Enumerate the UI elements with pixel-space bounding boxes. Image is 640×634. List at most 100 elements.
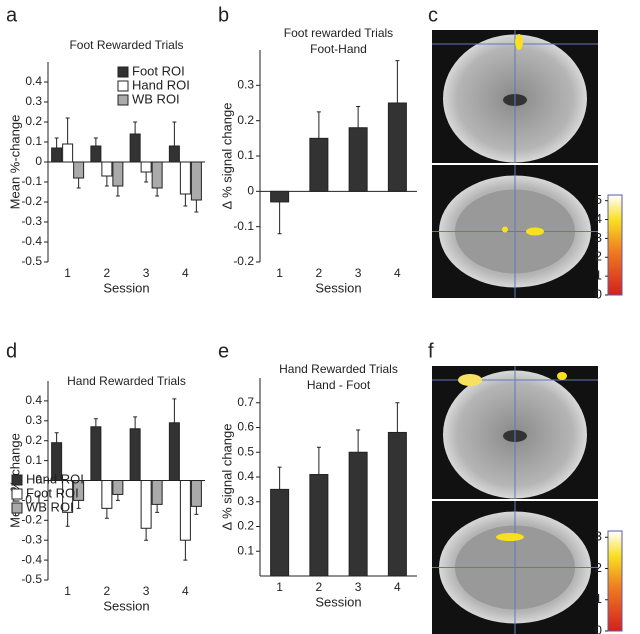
activation (526, 227, 544, 236)
error-bar (65, 117, 70, 144)
bar (62, 143, 74, 163)
error-bar (183, 194, 188, 207)
error-bar (316, 446, 321, 475)
activation (458, 374, 482, 386)
y-tick-label: -0.1 (21, 493, 42, 507)
y-tick-label: 0.1 (237, 148, 254, 162)
legend-label: Foot ROI (132, 63, 185, 78)
legend-swatch (11, 502, 23, 514)
chart-title: Foot Rewarded Trials (69, 38, 183, 52)
error-bar (65, 512, 70, 527)
legend-label: Hand ROI (132, 77, 190, 92)
legend-swatch (117, 80, 129, 92)
y-tick-label: 0 (35, 473, 42, 487)
y-tick-label: -0.1 (233, 219, 254, 233)
bar (309, 474, 329, 577)
y-tick-label: 0.2 (25, 114, 42, 128)
colorbar-tick-label: 3 (595, 529, 602, 544)
error-bar (144, 172, 149, 183)
y-tick-label: 0.7 (237, 395, 254, 409)
activation (557, 372, 567, 380)
bar (348, 451, 368, 577)
legend-swatch (11, 488, 23, 500)
bar (190, 480, 202, 507)
error-bar (395, 402, 400, 433)
y-tick-label: 0 (247, 184, 254, 198)
activation (496, 533, 524, 541)
bar (151, 480, 163, 505)
error-bar (93, 418, 98, 427)
error-bar (155, 188, 160, 197)
x-axis-label: Session (103, 280, 149, 295)
colorbar-tick-label: 0 (595, 286, 602, 301)
legend-label: Hand ROI (26, 471, 84, 486)
x-tick-label: 4 (182, 584, 189, 598)
legend-swatch (117, 94, 129, 106)
error-bar (115, 186, 120, 197)
bar (168, 422, 180, 482)
colorbar-tick-label: 3 (595, 230, 602, 245)
y-tick-label: -0.4 (21, 234, 42, 248)
y-axis-label: Δ % signal change (219, 103, 234, 210)
bar (90, 145, 102, 163)
colorbar-tick-label: 2 (595, 249, 602, 264)
error-bar (115, 494, 120, 501)
bar (270, 488, 290, 577)
error-bar (133, 416, 138, 429)
x-tick-label: 2 (316, 266, 323, 280)
y-tick-label: 0.4 (25, 74, 42, 88)
bar (73, 161, 85, 179)
panel-letter: d (6, 340, 17, 362)
legend-label: Foot ROI (26, 485, 79, 500)
error-bar (76, 500, 81, 509)
colorbar-tick-label: 1 (595, 268, 602, 283)
error-bar (93, 137, 98, 146)
error-bar (172, 121, 177, 146)
bar (101, 480, 113, 509)
error-bar (395, 60, 400, 103)
x-tick-label: 3 (355, 266, 362, 280)
legend-swatch (11, 474, 23, 486)
panel-letter: e (218, 340, 229, 362)
x-tick-label: 2 (104, 584, 111, 598)
colorbar (607, 530, 623, 632)
error-bar (144, 528, 149, 541)
panel-letter: c (428, 4, 438, 26)
colorbar-tick-label: 2 (595, 560, 602, 575)
y-tick-label: -0.5 (21, 572, 42, 586)
bar (387, 431, 407, 577)
bar (151, 161, 163, 189)
x-axis-label: Session (103, 598, 149, 613)
bar (129, 428, 141, 482)
y-tick-label: -0.2 (21, 194, 42, 208)
y-tick-label: -0.4 (21, 552, 42, 566)
x-axis-label: Session (315, 594, 361, 609)
error-bar (133, 121, 138, 134)
colorbar-tick-label: 5 (595, 192, 602, 207)
error-bar (194, 506, 199, 515)
y-tick-label: 0.1 (25, 453, 42, 467)
error-bar (104, 176, 109, 187)
panel-letter: b (218, 4, 229, 26)
x-tick-label: 4 (394, 266, 401, 280)
error-bar (183, 540, 188, 561)
bar (51, 147, 63, 163)
y-tick-label: 0.4 (237, 469, 254, 483)
x-tick-label: 1 (276, 580, 283, 594)
colorbar-tick-label: 1 (595, 591, 602, 606)
bar (101, 161, 113, 177)
error-bar (194, 200, 199, 213)
y-tick-label: 0.3 (237, 494, 254, 508)
bar (179, 161, 191, 195)
y-tick-label: 0.2 (25, 433, 42, 447)
bar (270, 190, 290, 203)
chart-title: Hand Rewarded Trials (279, 362, 398, 376)
x-tick-label: 1 (64, 266, 71, 280)
error-bar (54, 432, 59, 443)
chart-subtitle: Foot-Hand (310, 42, 367, 56)
y-tick-label: -0.1 (21, 174, 42, 188)
y-tick-label: -0.2 (21, 512, 42, 526)
chart-title: Foot rewarded Trials (284, 26, 393, 40)
y-tick-label: 0.3 (25, 94, 42, 108)
